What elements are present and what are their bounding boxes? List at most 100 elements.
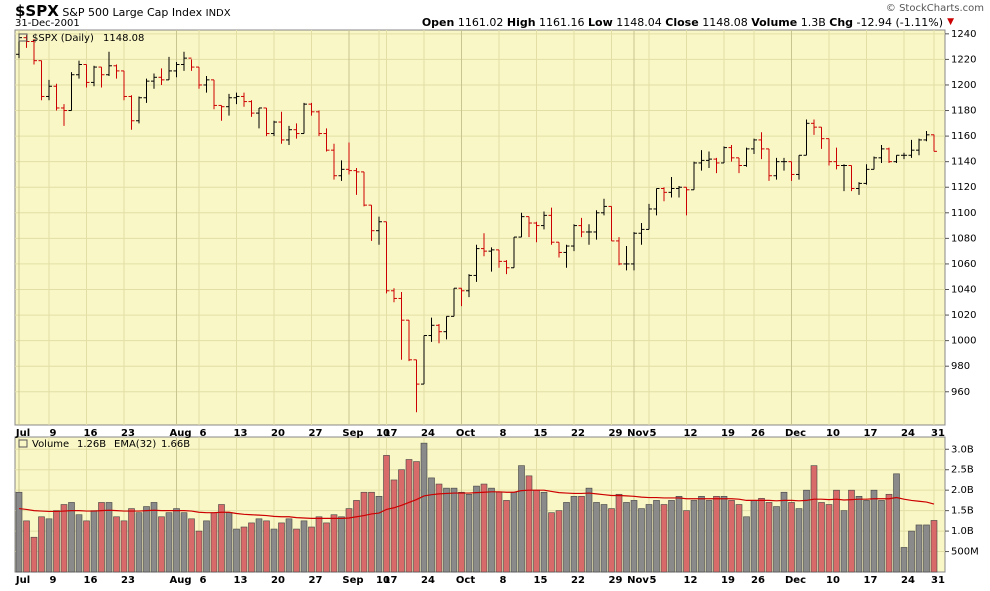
x-tick-label: Oct xyxy=(456,575,475,586)
volume-bar xyxy=(533,489,540,573)
volume-bar xyxy=(53,510,60,573)
volume-bar xyxy=(765,502,773,573)
volume-bar xyxy=(458,491,465,573)
price-panel xyxy=(14,29,946,426)
volume-bar xyxy=(885,493,893,573)
x-tick-label: Aug xyxy=(169,575,191,586)
volume-bar xyxy=(398,469,405,573)
volume-bar xyxy=(915,524,923,573)
volume-bar xyxy=(593,502,600,573)
y-tick-label: 1060 xyxy=(951,259,976,270)
volume-bar xyxy=(660,504,668,573)
ema-legend: EMA(32) xyxy=(114,439,156,450)
volume-bar xyxy=(653,500,660,573)
volume-bar xyxy=(143,506,150,573)
volume-bar xyxy=(255,518,263,573)
x-tick-label: 15 xyxy=(534,575,548,586)
volume-bar xyxy=(300,520,308,573)
price-legend: $SPX (Daily) xyxy=(32,33,94,44)
volume-bar xyxy=(75,514,83,573)
volume-bar xyxy=(240,526,248,573)
x-tick-label: Sep xyxy=(342,575,363,586)
x-tick-label: 22 xyxy=(571,428,585,439)
x-tick-label: Aug xyxy=(169,428,191,439)
volume-bar xyxy=(638,508,645,573)
close-label: Close xyxy=(665,16,699,29)
high-label: High xyxy=(506,16,536,29)
x-tick-label: 6 xyxy=(200,428,207,439)
x-tick-label: 12 xyxy=(684,575,698,586)
legend-icon xyxy=(18,439,28,448)
chg-pct: (-1.11%) xyxy=(895,16,944,29)
volume-bar xyxy=(863,500,870,573)
x-tick-label: 10 xyxy=(826,575,840,586)
x-tick-label: 17 xyxy=(384,575,398,586)
volume-bar xyxy=(780,491,788,573)
x-tick-label: 19 xyxy=(721,575,735,586)
y-tick-label: 1220 xyxy=(951,54,976,65)
volume-bar xyxy=(435,483,443,573)
x-tick-label: 16 xyxy=(84,575,98,586)
low-value: 1148.04 xyxy=(616,16,662,29)
volume-bar xyxy=(285,518,293,573)
volume-bar xyxy=(713,496,720,573)
volume-bar xyxy=(750,500,758,573)
x-tick-label: 26 xyxy=(751,428,765,439)
volume-bar xyxy=(578,496,585,573)
volume-bar xyxy=(788,502,795,573)
x-tick-label: 15 xyxy=(534,428,548,439)
volume-bar xyxy=(893,473,900,573)
volume-bar xyxy=(413,461,420,573)
chg-value: -12.94 xyxy=(856,16,892,29)
volume-bar xyxy=(428,477,435,573)
y-tick-label: 1160 xyxy=(951,131,976,142)
down-arrow: ▼ xyxy=(947,17,954,27)
volume-bar xyxy=(60,504,68,573)
volume-bar xyxy=(98,502,105,573)
exchange: INDX xyxy=(205,8,231,19)
volume-bar xyxy=(173,508,180,573)
x-tick-label: 19 xyxy=(721,428,735,439)
volume-bar xyxy=(878,500,885,573)
open-label: Open xyxy=(421,16,455,29)
volume-bar xyxy=(330,514,338,573)
volume-bar xyxy=(203,520,210,573)
low-label: Low xyxy=(588,16,613,29)
symbol-line: $SPX S&P 500 Large Cap Index INDX xyxy=(15,2,231,20)
volume-bar xyxy=(113,516,120,573)
volume-label: Volume xyxy=(751,16,798,29)
y-tick-label: 1120 xyxy=(951,182,976,193)
volume-bar xyxy=(323,522,330,573)
volume-bar xyxy=(368,491,375,573)
volume-bar xyxy=(465,493,473,573)
x-tick-label: 9 xyxy=(50,428,57,439)
volume-bar xyxy=(675,496,683,573)
volume-bar xyxy=(383,455,390,573)
volume-bar xyxy=(698,496,705,573)
x-tick-label: Oct xyxy=(456,428,475,439)
volume-bar xyxy=(30,536,38,573)
volume-bar xyxy=(833,489,840,573)
ema-line xyxy=(18,489,935,520)
volume-bar xyxy=(623,502,630,573)
y-tick-label: 1100 xyxy=(951,208,976,219)
volume-bar xyxy=(758,498,765,573)
volume-bar xyxy=(795,508,803,573)
x-tick-label: 24 xyxy=(421,575,435,586)
y-tick-label: 500M xyxy=(951,547,979,558)
volume-bar xyxy=(195,530,203,573)
x-tick-label: 8 xyxy=(500,575,507,586)
volume-bar xyxy=(233,528,240,573)
volume-bar xyxy=(615,493,623,573)
y-tick-label: 1.5B xyxy=(951,506,974,517)
x-tick-label: Nov xyxy=(627,428,649,439)
volume-bar xyxy=(390,479,398,573)
close-value: 1148.08 xyxy=(702,16,748,29)
volume-bar xyxy=(450,487,458,573)
y-tick-label: 1000 xyxy=(951,336,976,347)
volume-bar xyxy=(825,504,833,573)
x-tick-label: 23 xyxy=(121,575,135,586)
y-tick-label: 2.5B xyxy=(951,465,974,476)
